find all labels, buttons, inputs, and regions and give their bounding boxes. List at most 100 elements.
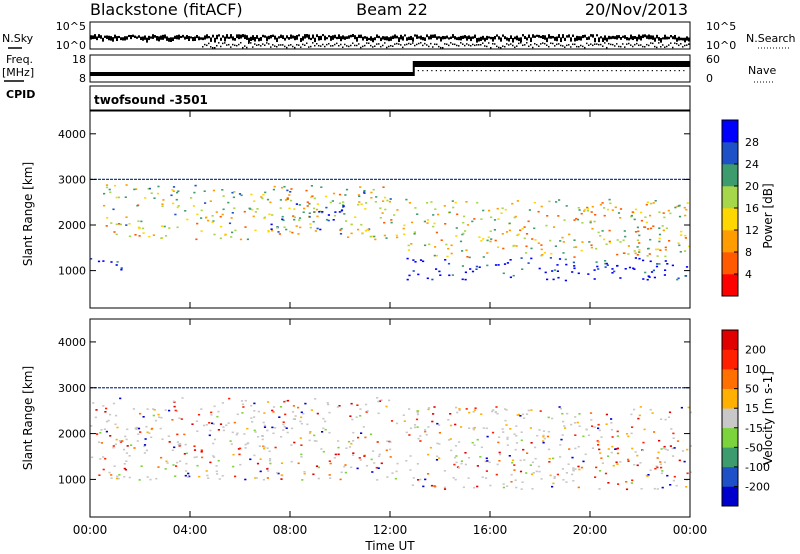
data-cell — [312, 220, 315, 223]
data-cell — [471, 441, 474, 444]
noise-search-mark — [332, 45, 334, 47]
noise-search-mark — [582, 45, 584, 48]
data-cell — [391, 472, 394, 474]
noise-sky-mark — [132, 34, 134, 38]
data-cell — [113, 184, 117, 187]
data-cell — [603, 238, 606, 241]
data-cell — [457, 467, 460, 469]
noise-sky-mark — [618, 35, 620, 39]
data-cell — [533, 227, 536, 230]
data-cell — [591, 447, 595, 449]
noise-sky-mark — [280, 34, 282, 39]
data-cell — [196, 430, 199, 432]
data-cell — [236, 413, 239, 416]
data-cell — [337, 453, 340, 456]
data-cell — [213, 405, 216, 408]
data-cell — [209, 200, 212, 202]
data-cell — [449, 438, 452, 440]
colorbar-tick-label: 28 — [745, 136, 759, 149]
data-cell — [244, 226, 247, 228]
noise-search-mark — [686, 44, 688, 46]
data-cell — [501, 207, 504, 209]
data-cell — [573, 239, 576, 241]
data-cell — [332, 192, 336, 195]
noise-search-mark — [470, 45, 472, 47]
data-cell — [509, 259, 512, 261]
data-cell — [471, 220, 474, 223]
data-cell — [449, 424, 453, 427]
data-cell — [515, 442, 519, 444]
data-cell — [461, 265, 464, 267]
data-cell — [663, 274, 666, 276]
data-cell — [504, 408, 507, 410]
data-cell — [99, 432, 102, 434]
data-cell — [447, 419, 450, 421]
data-cell — [149, 478, 152, 481]
data-cell — [540, 254, 543, 257]
data-cell — [654, 467, 657, 470]
data-cell — [521, 481, 524, 483]
data-cell — [443, 486, 446, 489]
noise-search-mark — [622, 43, 624, 45]
data-cell — [212, 189, 215, 192]
data-cell — [519, 470, 523, 473]
data-cell — [390, 420, 394, 422]
data-cell — [173, 446, 176, 449]
noise-sky-mark — [666, 36, 668, 40]
data-cell — [365, 403, 368, 406]
noise-sky-mark — [108, 35, 110, 41]
data-cell — [366, 228, 369, 231]
data-cell — [342, 201, 345, 203]
noise-sky-mark — [240, 34, 242, 39]
noise-sky-mark — [134, 35, 136, 39]
noise-sky-mark — [662, 37, 664, 40]
colorbar-tick-label: 12 — [745, 224, 759, 237]
data-cell — [598, 488, 601, 490]
data-cell — [297, 462, 300, 465]
data-cell — [291, 231, 294, 234]
noise-search-mark — [370, 44, 372, 47]
noise-search-mark — [480, 44, 482, 46]
data-cell — [673, 475, 676, 478]
freq-label: Freq. — [6, 53, 33, 66]
data-cell — [261, 435, 264, 437]
data-cell — [589, 221, 592, 224]
x-tick-label: 20:00 — [573, 523, 608, 537]
data-cell — [416, 213, 419, 215]
noise-search-mark — [512, 44, 514, 47]
data-cell — [538, 267, 541, 270]
data-cell — [684, 275, 688, 277]
data-cell — [371, 471, 374, 473]
nave-mark — [660, 70, 662, 72]
data-cell — [473, 218, 476, 220]
data-cell — [242, 406, 245, 408]
noise-search-mark — [364, 44, 366, 47]
data-cell — [659, 463, 662, 466]
noise-search-mark — [530, 44, 532, 46]
noise-sky-mark — [564, 37, 566, 41]
noise-sky-mark — [560, 37, 562, 43]
data-cell — [308, 432, 312, 434]
data-cell — [315, 208, 319, 211]
noise-search-mark — [446, 43, 448, 45]
data-cell — [289, 230, 292, 233]
noise-sky-mark — [678, 36, 680, 41]
data-cell — [191, 423, 194, 425]
data-cell — [666, 474, 669, 477]
data-cell — [103, 192, 106, 195]
noise-search-mark — [368, 42, 370, 44]
data-cell — [465, 201, 468, 203]
velocity-colorbar-label: Velocity [m s-1] — [761, 371, 775, 465]
data-cell — [381, 212, 384, 214]
data-cell — [656, 488, 659, 490]
data-cell — [159, 427, 162, 430]
colorbar-tick-label: 200 — [745, 344, 766, 357]
data-cell — [364, 230, 367, 232]
data-cell — [537, 210, 540, 213]
noise-search-mark — [664, 46, 666, 48]
data-cell — [207, 477, 210, 479]
noise-search-mark — [642, 45, 644, 48]
data-cell — [112, 445, 115, 447]
data-cell — [453, 463, 456, 466]
